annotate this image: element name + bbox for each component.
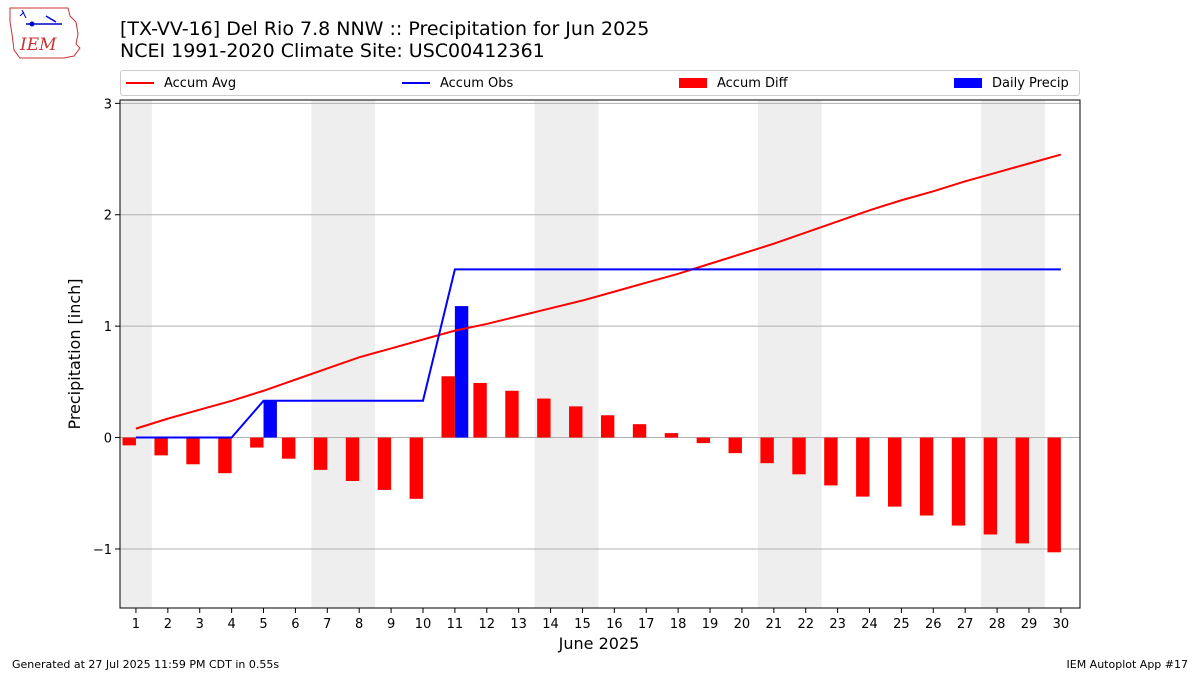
y-axis-label: Precipitation [inch] — [65, 278, 84, 429]
accum-diff-bar — [951, 437, 966, 526]
x-tick-label: 10 — [415, 617, 432, 632]
weekend-shade-2 — [534, 100, 599, 608]
x-tick-label: 13 — [510, 617, 527, 632]
accum-diff-bar — [600, 415, 615, 438]
x-tick-label: 17 — [638, 617, 655, 632]
logo-text: IEM — [19, 35, 57, 55]
daily-precip-bar — [263, 400, 277, 438]
x-tick-label: 25 — [893, 617, 910, 632]
accum-diff-bar — [696, 437, 711, 444]
accum-diff-bar — [1015, 437, 1029, 544]
accum-diff-bar — [377, 437, 392, 490]
x-tick-label: 30 — [1053, 617, 1070, 632]
accum-diff-bar — [537, 398, 551, 438]
legend-accum-avg-swatch — [126, 82, 154, 84]
accum-diff-bar — [409, 437, 423, 499]
x-tick-label: 1 — [132, 617, 140, 632]
accum-diff-bar — [888, 437, 902, 507]
chart-title: [TX-VV-16] Del Rio 7.8 NNW :: Precipitat… — [120, 18, 650, 40]
x-tick-label: 14 — [542, 617, 559, 632]
accum-diff-bar — [856, 437, 870, 497]
accum-diff-bar — [154, 437, 168, 456]
x-tick-label: 26 — [925, 617, 942, 632]
accum-diff-bar — [664, 433, 679, 438]
legend-accum-diff-label: Accum Diff — [717, 75, 788, 91]
accum-diff-bar — [473, 382, 487, 438]
x-tick-label: 3 — [196, 617, 204, 632]
weekend-shade-1 — [311, 100, 376, 608]
x-tick-label: 9 — [387, 617, 395, 632]
y-tick-label: 0 — [104, 432, 112, 447]
legend-accum-diff: Accum Diff — [679, 71, 788, 95]
footer-app: IEM Autoplot App #17 — [1066, 658, 1189, 671]
x-tick-label: 12 — [479, 617, 496, 632]
accum-obs-line — [135, 268, 1061, 439]
x-tick-label: 4 — [227, 617, 235, 632]
accum-avg-line — [135, 153, 1062, 430]
legend-daily-precip: Daily Precip — [954, 71, 1069, 95]
x-tick-label: 21 — [766, 617, 783, 632]
y-tick-label: 1 — [104, 320, 112, 335]
accum-diff-bar — [505, 390, 519, 438]
accum-diff-bar — [824, 437, 838, 486]
x-tick-label: 15 — [574, 617, 591, 632]
legend-accum-avg: Accum Avg — [126, 71, 236, 95]
weekend-shade-3 — [757, 100, 822, 608]
legend-accum-obs-label: Accum Obs — [440, 75, 514, 91]
legend-accum-avg-label: Accum Avg — [164, 75, 237, 91]
accum-diff-bar — [282, 437, 296, 459]
accum-diff-bar — [441, 376, 455, 438]
x-tick-label: 24 — [861, 617, 878, 632]
x-tick-label: 29 — [1021, 617, 1038, 632]
accum-diff-bar — [186, 437, 200, 465]
accum-diff-bar — [983, 437, 998, 535]
footer-generated: Generated at 27 Jul 2025 11:59 PM CDT in… — [12, 658, 280, 671]
x-tick-label: 19 — [702, 617, 719, 632]
chart-subtitle: NCEI 1991-2020 Climate Site: USC00412361 — [120, 40, 545, 62]
accum-diff-bar — [345, 437, 360, 481]
accum-diff-bar — [919, 437, 934, 516]
accum-diff-bar — [632, 424, 647, 438]
x-axis-label: June 2025 — [558, 634, 640, 653]
chart-legend: Accum Avg Accum Obs Accum Diff Daily Pre… — [120, 70, 1080, 96]
x-tick-label: 23 — [829, 617, 846, 632]
accum-diff-bar — [250, 437, 264, 448]
x-tick-label: 7 — [323, 617, 331, 632]
y-tick-label: 3 — [104, 97, 112, 112]
x-tick-label: 28 — [989, 617, 1006, 632]
y-tick-label: 2 — [104, 209, 112, 224]
accum-diff-bar — [122, 437, 136, 446]
x-tick-label: 22 — [797, 617, 814, 632]
x-tick-label: 11 — [447, 617, 464, 632]
legend-accum-diff-swatch — [679, 78, 707, 88]
accum-diff-bar — [728, 437, 742, 454]
x-tick-label: 16 — [606, 617, 623, 632]
iem-logo: IEM — [9, 7, 81, 59]
x-tick-label: 5 — [259, 617, 267, 632]
weekend-shade-0 — [120, 100, 152, 608]
x-tick-label: 18 — [670, 617, 687, 632]
x-tick-label: 2 — [164, 617, 172, 632]
plot-frame — [119, 99, 1081, 609]
x-tick-label: 8 — [355, 617, 363, 632]
legend-daily-precip-label: Daily Precip — [992, 75, 1069, 91]
legend-accum-obs-swatch — [402, 82, 430, 84]
daily-precip-bar — [454, 306, 469, 438]
accum-diff-bar — [313, 437, 328, 470]
x-tick-label: 27 — [957, 617, 974, 632]
accum-diff-bar — [218, 437, 232, 474]
legend-accum-obs: Accum Obs — [402, 71, 513, 95]
x-tick-label: 20 — [734, 617, 751, 632]
y-tick-label: −1 — [93, 543, 112, 558]
accum-diff-bar — [760, 437, 774, 464]
accum-diff-bar — [1047, 437, 1061, 553]
x-tick-label: 6 — [291, 617, 299, 632]
legend-daily-precip-swatch — [954, 78, 982, 88]
accum-diff-bar — [792, 437, 806, 475]
accum-diff-bar — [569, 406, 583, 438]
